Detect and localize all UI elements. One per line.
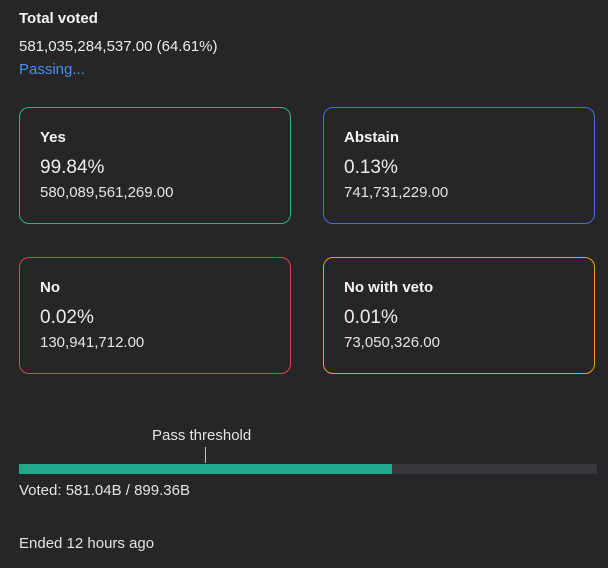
- vote-card-title: Yes: [40, 129, 66, 146]
- vote-card-abstain: Abstain 0.13% 741,731,229.00: [323, 107, 595, 224]
- vote-card-amount: 130,941,712.00: [40, 334, 145, 351]
- ended-time: Ended 12 hours ago: [19, 535, 155, 552]
- vote-card-amount: 73,050,326.00: [344, 334, 440, 351]
- vote-card-amount: 580,089,561,269.00: [40, 184, 174, 201]
- total-voted-value: 581,035,284,537.00 (64.61%): [19, 38, 218, 55]
- pass-threshold-label: Pass threshold: [152, 427, 252, 444]
- vote-card-yes: Yes 99.84% 580,089,561,269.00: [19, 107, 291, 224]
- vote-card-no: No 0.02% 130,941,712.00: [19, 257, 291, 374]
- vote-card-percent: 99.84%: [40, 157, 105, 178]
- vote-card-amount: 741,731,229.00: [344, 184, 449, 201]
- voting-progress-fill: [19, 464, 393, 474]
- voted-summary: Voted: 581.04B / 899.36B: [19, 482, 190, 499]
- vote-card-percent: 0.01%: [344, 307, 398, 328]
- voting-progress-bar: [19, 464, 597, 474]
- vote-card-title: No: [40, 279, 60, 296]
- vote-card-no-with-veto: No with veto 0.01% 73,050,326.00: [323, 257, 595, 374]
- vote-card-title: No with veto: [344, 279, 434, 296]
- vote-card-title: Abstain: [344, 129, 400, 146]
- vote-card-percent: 0.02%: [40, 307, 94, 328]
- pass-threshold-marker: [205, 447, 206, 463]
- total-voted-label: Total voted: [19, 10, 98, 27]
- vote-card-percent: 0.13%: [344, 157, 398, 178]
- proposal-status: Passing...: [19, 61, 85, 78]
